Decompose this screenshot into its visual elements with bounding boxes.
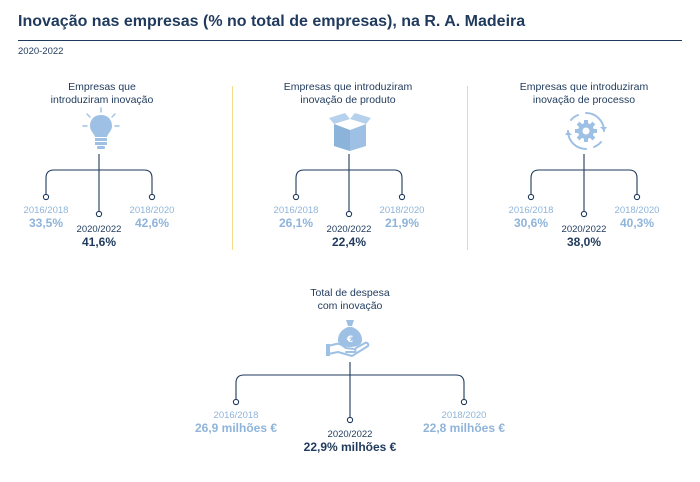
period-label: 2020-2022 [18,46,64,57]
value-2018-2020: 2018/2020 42,6% [129,205,175,230]
box-icon [329,113,371,151]
value-2020-2022: 2020/2022 41,6% [76,224,122,249]
value-2016-2018: 2016/2018 26,9 milhões € [194,410,278,435]
value-2016-2018: 2016/2018 30,6% [508,205,554,230]
value-2018-2020: 2018/2020 22,8 milhões € [422,410,506,435]
panel-title: Total de despesa com inovação [310,287,390,312]
money-bag-hand-icon: € [326,320,370,357]
svg-text:€: € [346,335,353,345]
lightbulb-icon [82,107,120,149]
panel-title: Empresas que introduziram inovação [50,81,154,106]
panel-title: Empresas que introduziram inovação de pr… [519,81,649,106]
value-2020-2022: 2020/2022 38,0% [561,224,607,249]
chart-title: Inovação nas empresas (% no total de emp… [18,13,526,30]
title-divider [18,40,682,41]
value-2018-2020: 2018/2020 40,3% [614,205,660,230]
value-2020-2022: 2020/2022 22,4% [326,224,372,249]
panel-divider [232,86,233,250]
value-2016-2018: 2016/2018 33,5% [23,205,69,230]
value-2016-2018: 2016/2018 26,1% [273,205,319,230]
panel-divider [467,86,468,250]
process-gear-icon [565,112,607,150]
panel-title: Empresas que introduziram inovação de pr… [283,81,413,106]
value-2020-2022: 2020/2022 22,9% milhões € [303,429,397,454]
value-2018-2020: 2018/2020 21,9% [379,205,425,230]
